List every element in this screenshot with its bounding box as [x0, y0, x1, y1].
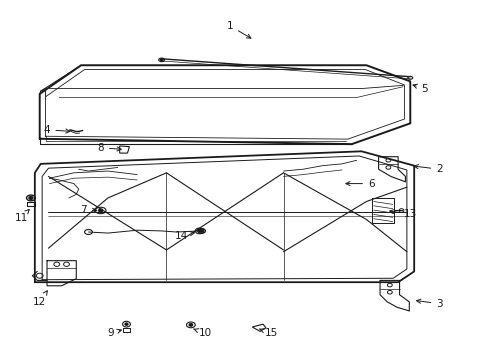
- Text: 12: 12: [33, 291, 47, 307]
- Ellipse shape: [125, 323, 128, 325]
- Text: 1: 1: [226, 21, 250, 38]
- Ellipse shape: [189, 324, 192, 326]
- Ellipse shape: [99, 209, 102, 212]
- Text: 5: 5: [412, 84, 427, 94]
- Text: 8: 8: [97, 143, 121, 153]
- Text: 15: 15: [259, 328, 277, 338]
- Text: 14: 14: [174, 231, 194, 240]
- Ellipse shape: [29, 197, 33, 199]
- Text: 4: 4: [43, 125, 70, 135]
- Text: 3: 3: [416, 299, 442, 309]
- Ellipse shape: [200, 230, 203, 232]
- Text: 9: 9: [107, 328, 121, 338]
- Text: 13: 13: [389, 209, 416, 219]
- Text: 7: 7: [80, 206, 97, 216]
- Text: 2: 2: [413, 164, 442, 174]
- Text: 6: 6: [345, 179, 374, 189]
- Text: 10: 10: [193, 328, 212, 338]
- Ellipse shape: [160, 59, 163, 61]
- Ellipse shape: [198, 230, 201, 232]
- Text: 11: 11: [15, 210, 29, 222]
